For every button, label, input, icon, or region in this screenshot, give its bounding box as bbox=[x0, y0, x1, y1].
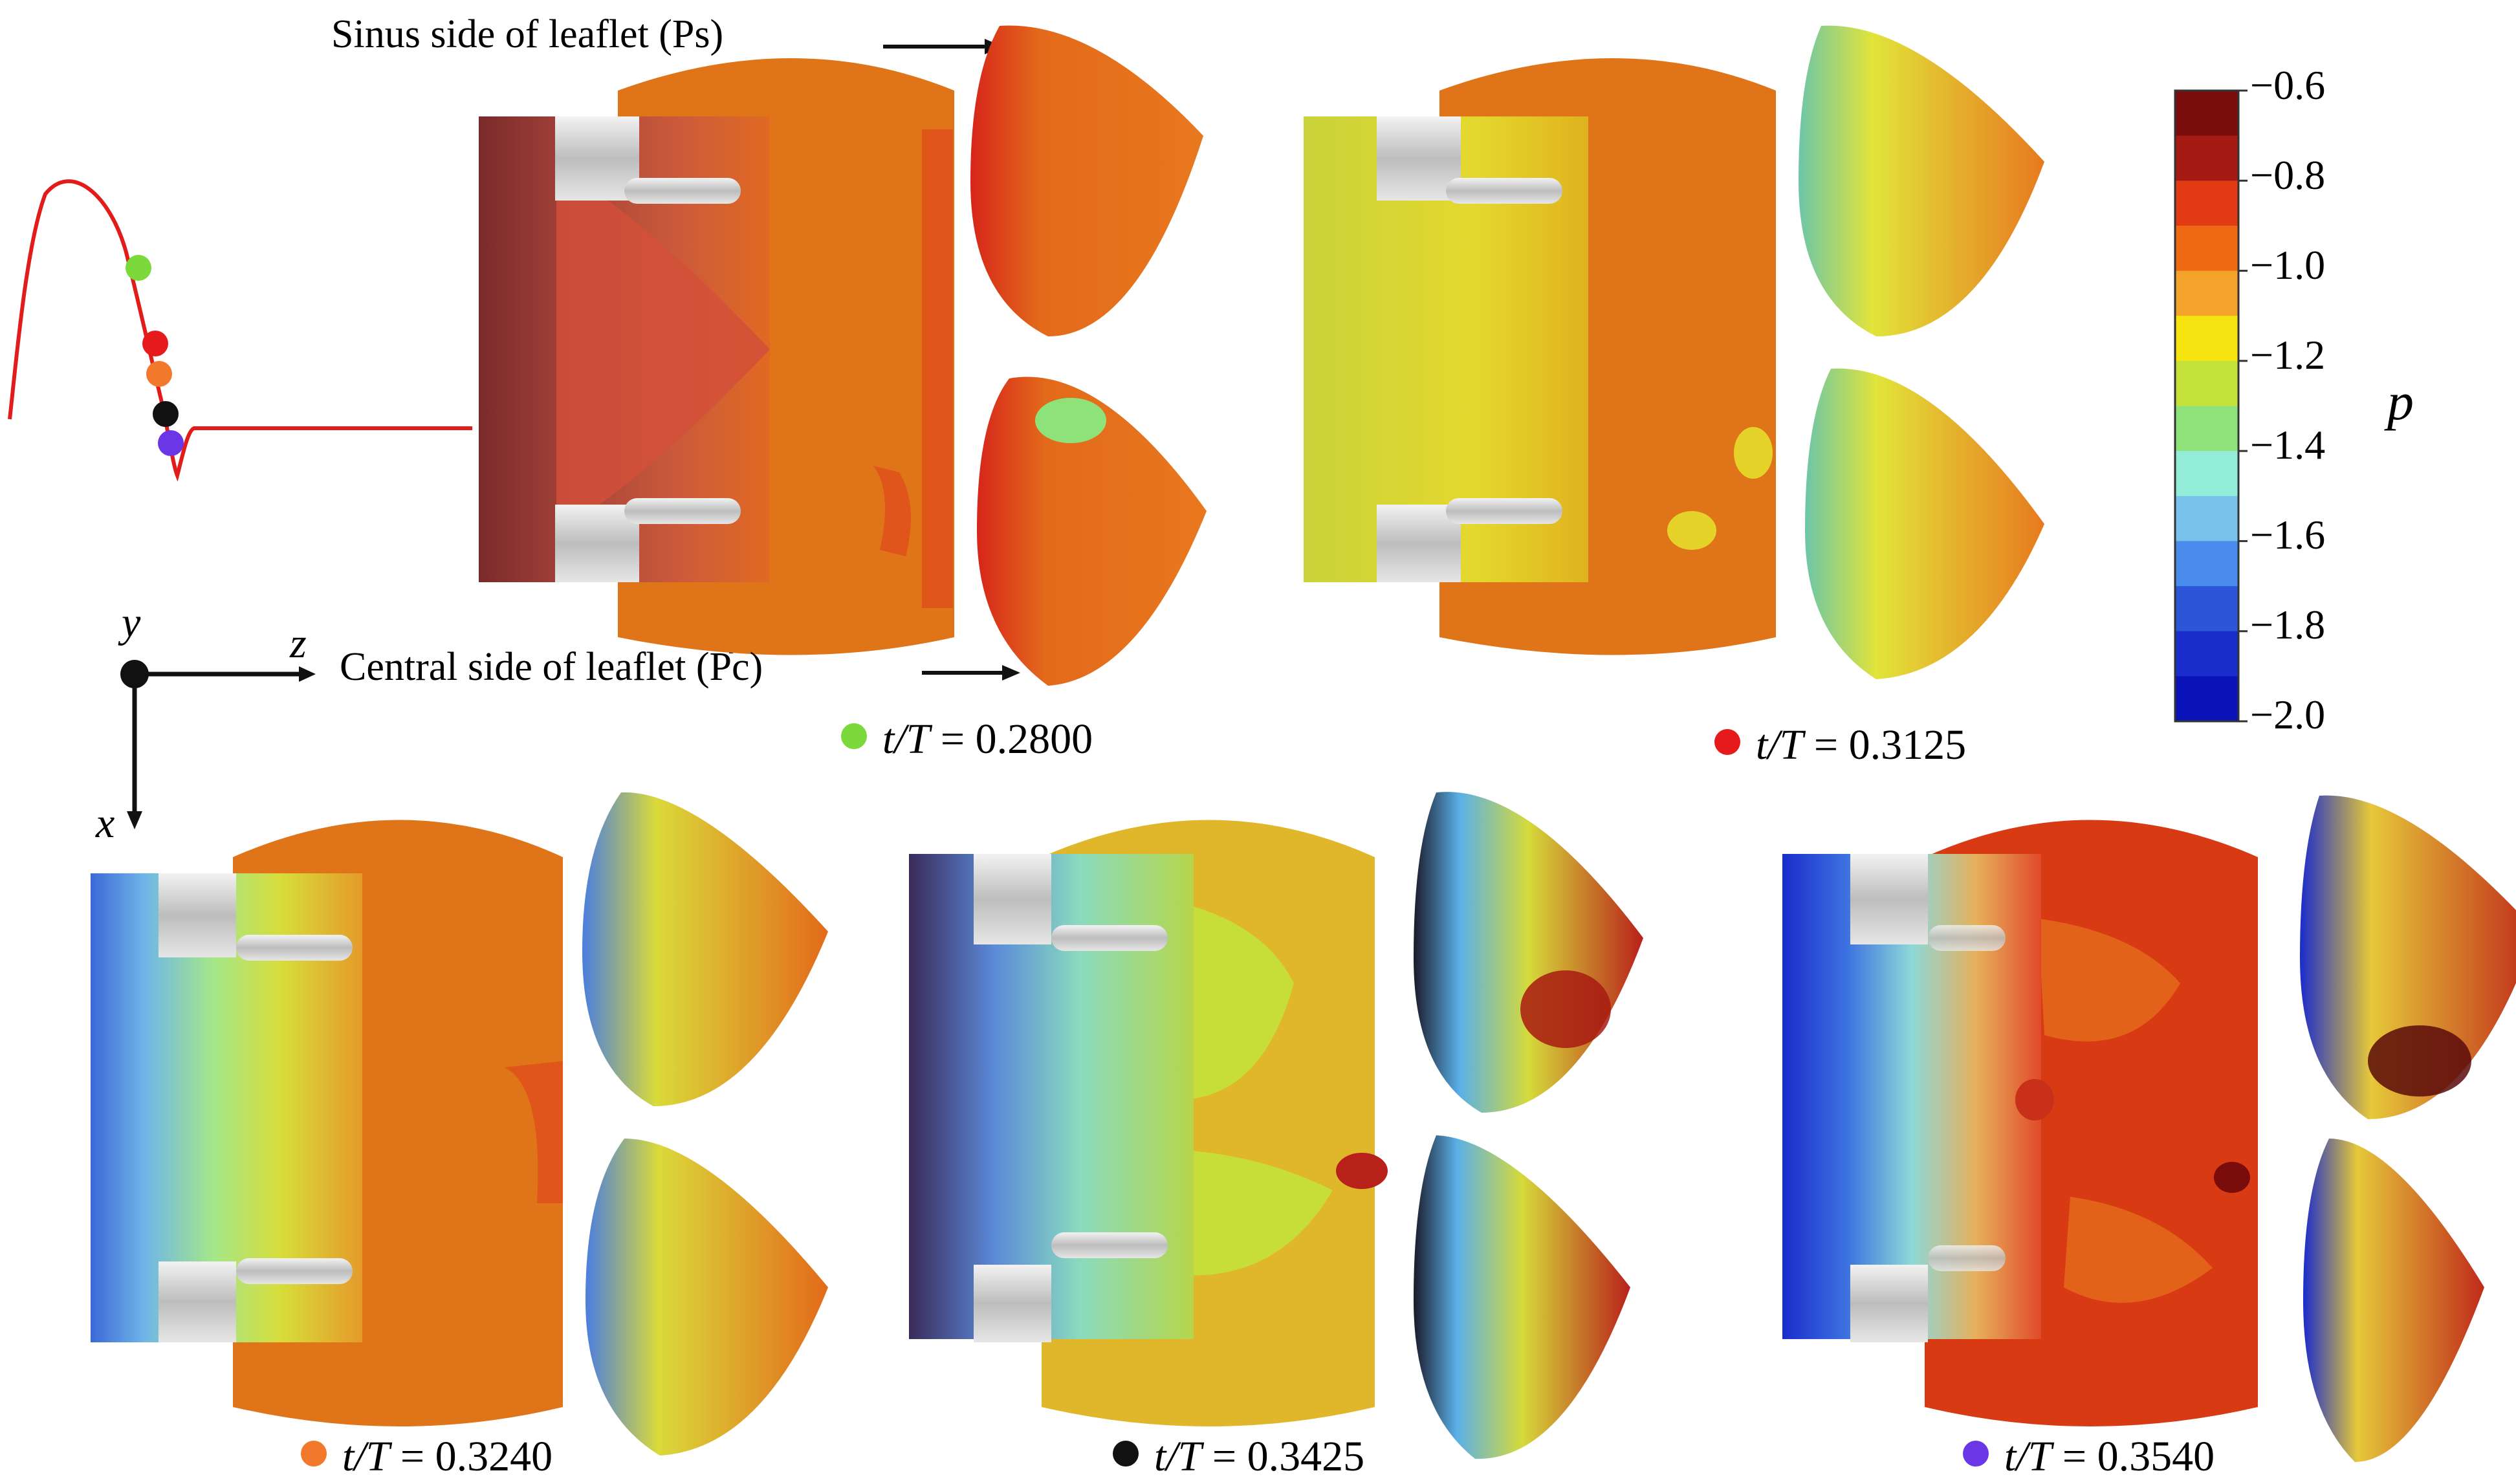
colorbar-segment bbox=[2175, 180, 2238, 226]
colorbar-segment bbox=[2175, 270, 2238, 316]
panel-b-leaflet-central bbox=[1805, 368, 2044, 679]
colorbar-label: p bbox=[2387, 372, 2414, 431]
panel-d-leaflet-sinus bbox=[1414, 792, 1643, 1113]
waveform-marker-c bbox=[146, 361, 172, 387]
colorbar-tick: −0.8 bbox=[2250, 152, 2326, 198]
panel-e-time-label: t/T = 0.3540 bbox=[2004, 1433, 2215, 1480]
z-arrow bbox=[299, 666, 316, 682]
colorbar-segment bbox=[2175, 360, 2238, 406]
panel-c-leaflet-central bbox=[585, 1139, 828, 1456]
panel-b-contour bbox=[1304, 58, 1776, 655]
y-axis-label: y bbox=[122, 599, 141, 646]
sinus-side-label: Sinus side of leaflet (Ps) bbox=[331, 12, 724, 56]
panel-c-leaflet-sinus bbox=[582, 792, 828, 1106]
z-axis-label: z bbox=[290, 620, 307, 667]
colorbar-segment bbox=[2175, 316, 2238, 362]
panel-d-leaflet-central bbox=[1414, 1135, 1630, 1459]
colorbar-tick: −1.2 bbox=[2250, 332, 2326, 378]
panel-a-leaflet-sinus bbox=[970, 25, 1203, 336]
panel-c-time-label: t/T = 0.3240 bbox=[342, 1433, 553, 1480]
colorbar bbox=[2174, 89, 2248, 723]
colorbar-tick: −0.6 bbox=[2250, 62, 2326, 108]
colorbar-segment bbox=[2175, 135, 2238, 181]
panel-b-time-label: t/T = 0.3125 bbox=[1756, 721, 1967, 769]
colorbar-segment bbox=[2175, 586, 2238, 632]
panel-e-time-marker bbox=[1963, 1441, 1989, 1467]
colorbar-tick: −1.4 bbox=[2250, 422, 2326, 468]
panel-a-time-label: t/T = 0.2800 bbox=[882, 715, 1093, 763]
x-arrow bbox=[127, 811, 142, 829]
panel-e-leaflet-sinus bbox=[2300, 795, 2516, 1119]
waveform-marker-b bbox=[142, 331, 168, 356]
panel-e-leaflet-central bbox=[2303, 1139, 2484, 1462]
central-side-label: Central side of leaflet (Pc) bbox=[340, 645, 763, 689]
x-axis-label: x bbox=[96, 800, 115, 847]
panel-d-contour bbox=[909, 820, 1388, 1426]
panel-c-contour bbox=[91, 820, 563, 1426]
colorbar-segment bbox=[2175, 676, 2238, 722]
colorbar-frame bbox=[2174, 89, 2240, 723]
panel-c-time-marker bbox=[301, 1441, 327, 1467]
colorbar-segment bbox=[2175, 541, 2238, 587]
colorbar-segment bbox=[2175, 496, 2238, 541]
colorbar-segment bbox=[2175, 406, 2238, 452]
waveform-marker-a bbox=[126, 255, 151, 281]
colorbar-segment bbox=[2175, 91, 2238, 136]
panel-b-time-marker bbox=[1714, 729, 1740, 755]
panel-a-leaflet-central bbox=[977, 376, 1207, 686]
panel-a-contour bbox=[479, 58, 954, 655]
panel-a-time-marker bbox=[841, 723, 867, 749]
waveform-marker-e bbox=[158, 430, 184, 456]
colorbar-segment bbox=[2175, 451, 2238, 497]
colorbar-tick: −1.8 bbox=[2250, 602, 2326, 648]
panel-b-leaflet-sinus bbox=[1799, 25, 2044, 336]
panel-d-time-label: t/T = 0.3425 bbox=[1154, 1433, 1365, 1480]
colorbar-tick: −2.0 bbox=[2250, 692, 2326, 737]
waveform-marker-d bbox=[153, 401, 179, 427]
panel-d-time-marker bbox=[1113, 1441, 1139, 1467]
coordinate-axes bbox=[120, 660, 316, 829]
waveform-curve bbox=[8, 179, 472, 482]
colorbar-segment bbox=[2175, 225, 2238, 272]
colorbar-tick: −1.6 bbox=[2250, 512, 2326, 558]
colorbar-tick: −1.0 bbox=[2250, 242, 2326, 288]
colorbar-segment bbox=[2175, 631, 2238, 677]
panel-e-contour bbox=[1782, 820, 2258, 1426]
waveform-inset bbox=[8, 179, 472, 482]
